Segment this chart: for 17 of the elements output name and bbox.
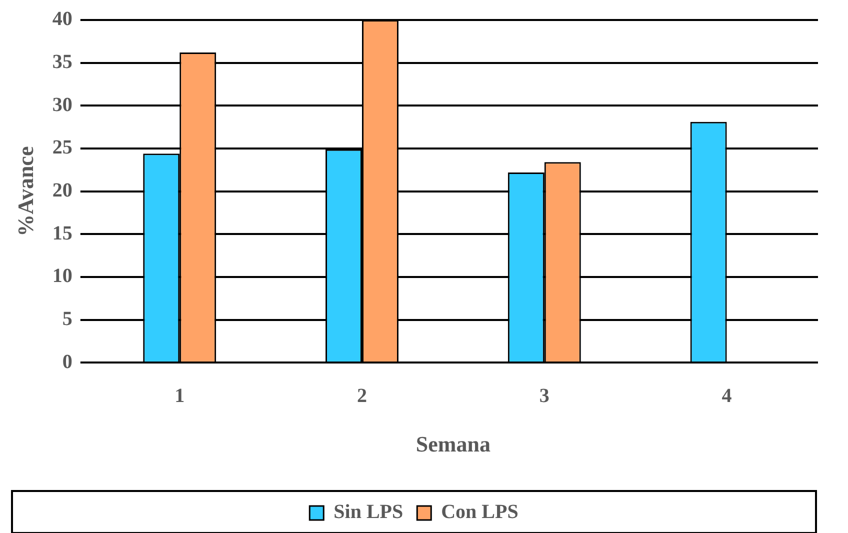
y-tick-label: 0 xyxy=(62,350,72,373)
y-axis-title: %Avance xyxy=(12,146,38,236)
y-tick-label: 30 xyxy=(52,94,72,116)
y-tick-label: 40 xyxy=(52,8,72,30)
y-tick-label: 25 xyxy=(52,136,72,159)
x-tick-label: 4 xyxy=(722,384,732,407)
x-tick-label: 2 xyxy=(357,384,367,407)
x-tick-label: 3 xyxy=(539,384,550,407)
y-tick-label: 15 xyxy=(52,222,72,244)
x-axis-title: Semana xyxy=(416,431,490,456)
x-tick-label: 1 xyxy=(174,384,185,407)
legend-label: Sin LPS xyxy=(334,501,404,524)
y-tick-label: 10 xyxy=(52,265,72,288)
y-tick-label: 20 xyxy=(52,179,72,202)
legend-label: Con LPS xyxy=(441,501,518,524)
y-tick-label: 35 xyxy=(52,50,72,73)
y-tick-label: 5 xyxy=(62,308,72,330)
